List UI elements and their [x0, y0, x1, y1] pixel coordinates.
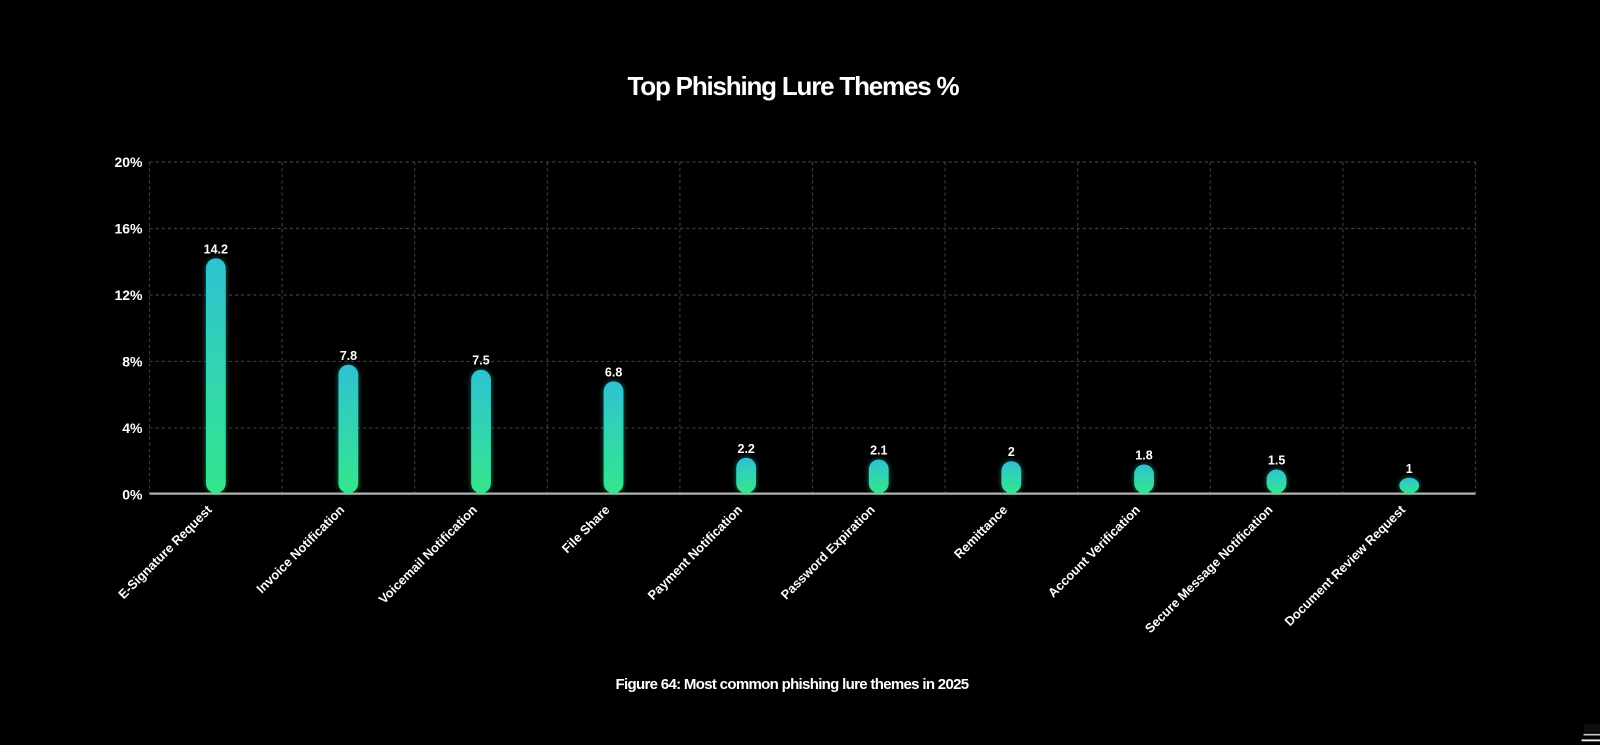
- svg-text:8%: 8%: [122, 353, 143, 369]
- svg-text:1: 1: [1406, 462, 1413, 476]
- svg-text:6.8: 6.8: [605, 365, 622, 379]
- svg-text:2.1: 2.1: [870, 444, 887, 458]
- svg-text:4%: 4%: [122, 420, 143, 436]
- svg-text:14.2: 14.2: [204, 242, 228, 256]
- svg-text:Top Phishing Lure Themes %: Top Phishing Lure Themes %: [628, 71, 960, 101]
- svg-text:7.5: 7.5: [472, 354, 489, 368]
- svg-text:16%: 16%: [114, 221, 143, 237]
- svg-text:1.5: 1.5: [1268, 454, 1285, 468]
- svg-text:1.8: 1.8: [1135, 449, 1152, 463]
- svg-text:7.8: 7.8: [340, 349, 357, 363]
- svg-text:2: 2: [1008, 445, 1015, 459]
- svg-text:0%: 0%: [122, 486, 143, 502]
- svg-text:2.2: 2.2: [738, 442, 755, 456]
- svg-text:20%: 20%: [114, 154, 143, 170]
- svg-text:12%: 12%: [114, 287, 143, 303]
- svg-text:Figure 64: Most common phishin: Figure 64: Most common phishing lure the…: [616, 676, 969, 693]
